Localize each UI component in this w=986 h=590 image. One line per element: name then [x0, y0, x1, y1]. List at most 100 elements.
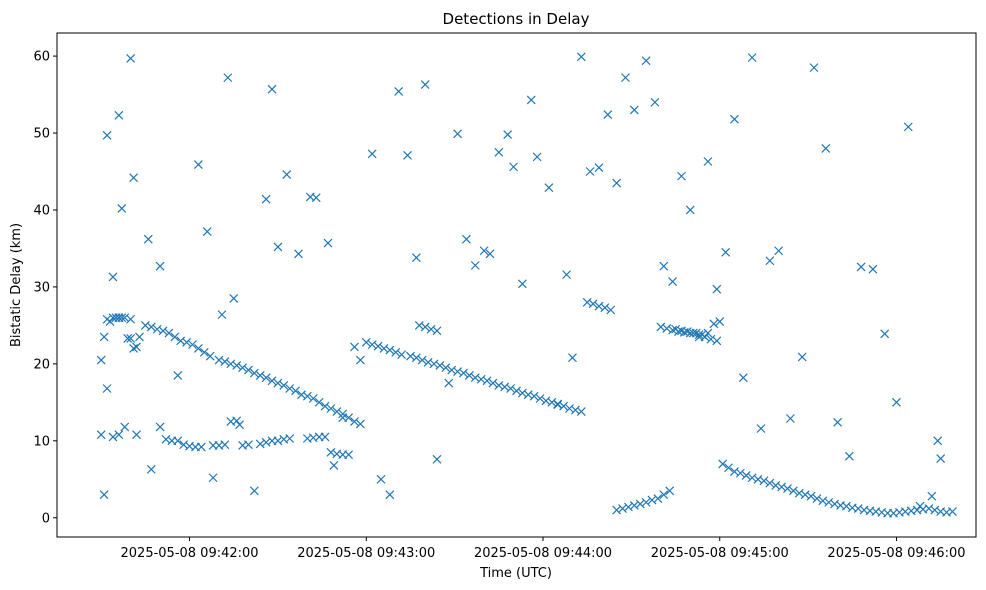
data-point	[411, 253, 421, 263]
data-point	[735, 468, 745, 478]
data-point	[126, 314, 136, 324]
data-point	[367, 340, 377, 350]
data-point	[841, 501, 851, 511]
data-point	[129, 344, 139, 353]
data-point	[774, 246, 784, 256]
data-point	[397, 350, 407, 360]
data-point	[930, 505, 940, 515]
data-point	[158, 326, 168, 336]
data-point	[880, 329, 890, 339]
x-tick-label: 2025-05-08 09:42:00	[121, 546, 259, 561]
data-point	[783, 484, 792, 493]
data-point	[718, 459, 728, 469]
data-point	[447, 365, 457, 375]
data-point	[765, 478, 775, 488]
data-point	[924, 504, 934, 513]
data-point	[232, 416, 242, 426]
data-point	[361, 337, 371, 347]
y-tick-label: 10	[33, 434, 50, 449]
data-point	[600, 303, 610, 313]
data-point	[470, 260, 480, 270]
data-point	[568, 353, 577, 363]
data-point	[123, 334, 133, 343]
data-point	[629, 105, 639, 115]
data-point	[406, 351, 415, 361]
data-point	[102, 384, 112, 393]
y-tick-label: 60	[33, 50, 50, 65]
data-point	[544, 183, 554, 193]
data-point	[208, 473, 218, 483]
data-point	[146, 464, 156, 474]
data-point	[629, 501, 639, 510]
data-point	[868, 264, 878, 274]
data-point	[517, 388, 527, 398]
data-point	[694, 332, 704, 342]
data-point	[420, 322, 430, 332]
data-point	[108, 432, 118, 442]
data-point	[709, 319, 719, 329]
data-point	[588, 299, 598, 309]
data-point	[385, 490, 395, 500]
data-point	[267, 84, 277, 94]
data-point	[146, 322, 156, 332]
data-point	[326, 404, 336, 413]
y-tick-label: 30	[33, 280, 50, 295]
data-point	[126, 53, 136, 63]
data-point	[509, 162, 518, 172]
data-point	[432, 454, 442, 464]
data-point	[350, 342, 359, 352]
data-point	[464, 370, 474, 380]
data-point	[199, 347, 209, 357]
data-point	[685, 205, 695, 215]
data-point	[235, 420, 245, 430]
data-point	[291, 386, 301, 396]
data-point	[179, 440, 189, 450]
data-point	[691, 328, 701, 338]
data-point	[747, 473, 757, 483]
data-point	[459, 368, 468, 378]
data-point	[249, 486, 259, 496]
data-point	[565, 404, 574, 413]
y-tick-label: 40	[33, 203, 50, 218]
data-point	[261, 194, 271, 204]
data-point	[238, 363, 247, 373]
y-tick-label: 20	[33, 357, 50, 372]
data-point	[261, 437, 271, 447]
data-point	[844, 451, 854, 461]
data-point	[173, 436, 183, 446]
data-point	[132, 342, 141, 352]
plot-frame	[56, 32, 977, 538]
data-point	[476, 374, 486, 384]
data-point	[738, 373, 748, 383]
marker-layer	[96, 52, 957, 518]
data-point	[903, 122, 913, 132]
data-point	[220, 357, 230, 366]
data-point	[279, 380, 289, 390]
data-point	[512, 386, 521, 396]
data-point	[126, 334, 136, 343]
data-point	[120, 422, 130, 432]
data-point	[188, 340, 197, 350]
data-point	[606, 305, 616, 315]
data-point	[585, 167, 595, 176]
data-point	[741, 471, 751, 480]
data-point	[529, 391, 539, 401]
data-point	[730, 114, 739, 124]
data-point	[344, 450, 354, 460]
data-point	[155, 261, 165, 271]
data-point	[624, 502, 633, 512]
data-point	[385, 345, 395, 355]
data-point	[226, 359, 236, 369]
data-point	[582, 297, 592, 307]
data-point	[320, 401, 330, 411]
data-point	[635, 499, 645, 509]
data-point	[249, 368, 259, 378]
data-point	[794, 488, 804, 498]
data-point	[824, 497, 834, 507]
data-point	[612, 505, 622, 515]
x-tick-label: 2025-05-08 09:46:00	[827, 546, 965, 561]
data-point	[494, 147, 504, 157]
data-point	[517, 279, 527, 289]
data-point	[694, 330, 704, 340]
